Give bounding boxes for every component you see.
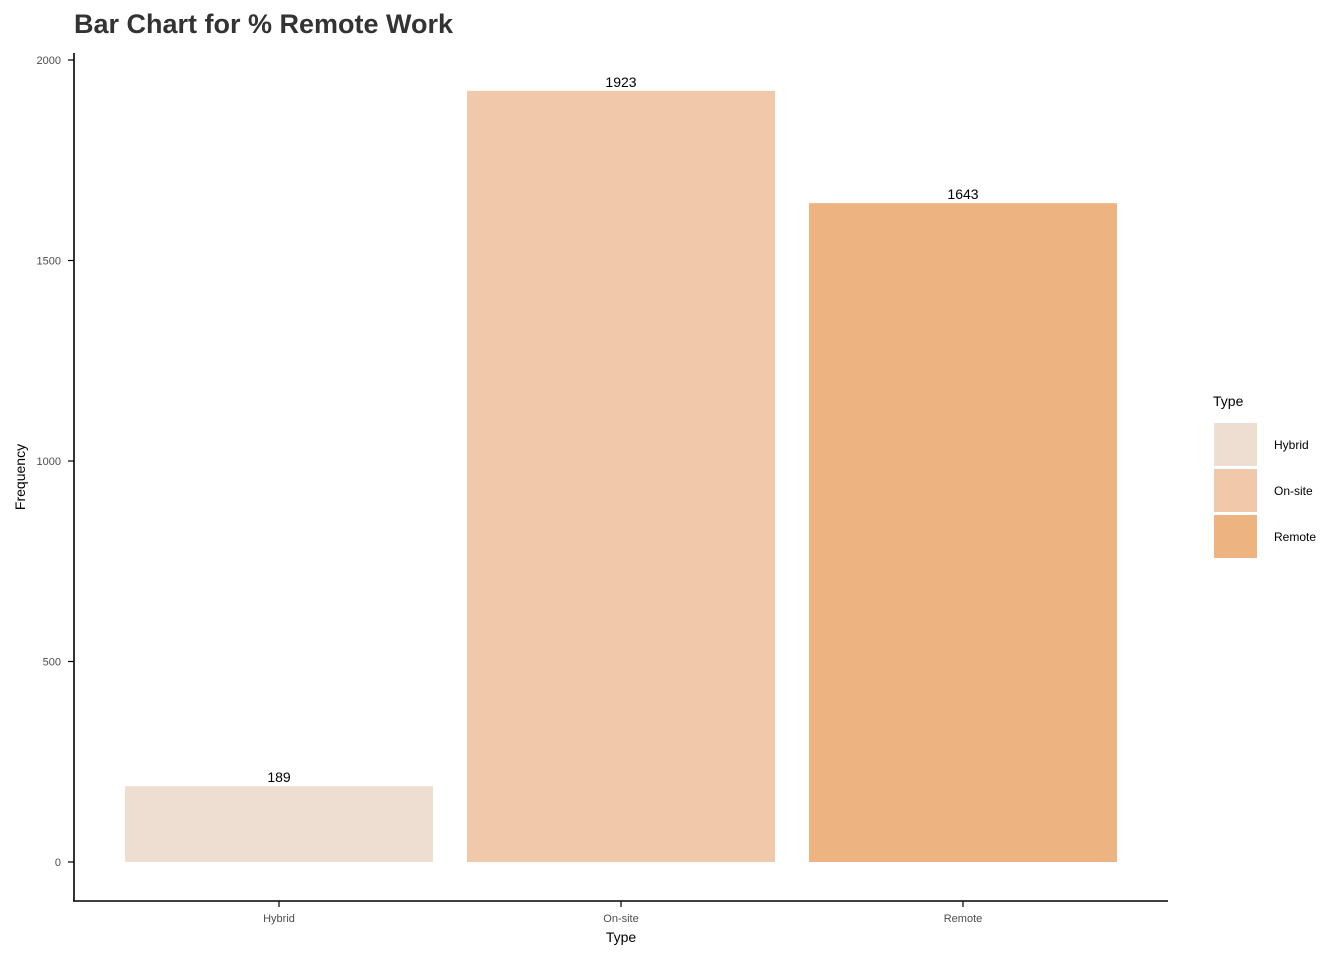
data-labels-layer: 189 1923 1643 [267, 74, 978, 785]
data-label-on-site: 1923 [605, 74, 636, 90]
legend-title: Type [1213, 393, 1244, 409]
x-tick-label-hybrid: Hybrid [263, 913, 295, 925]
chart-title: Bar Chart for % Remote Work [74, 9, 454, 39]
y-tick-label-1000: 1000 [37, 456, 61, 468]
bar-remote [809, 203, 1117, 863]
y-tick-label-500: 500 [43, 657, 61, 669]
y-tick-label-1500: 1500 [37, 256, 61, 268]
legend-label-on-site: On-site [1274, 484, 1313, 498]
x-ticks-layer: Hybrid On-site Remote [263, 901, 982, 925]
legend-label-hybrid: Hybrid [1274, 438, 1309, 452]
x-tick-label-on-site: On-site [603, 913, 638, 925]
legend-items: Hybrid On-site Remote [1214, 423, 1316, 558]
y-tick-label-0: 0 [55, 857, 61, 869]
data-label-remote: 1643 [947, 186, 978, 202]
data-label-hybrid: 189 [267, 769, 291, 785]
x-axis-title: Type [606, 929, 637, 945]
bars-layer [125, 90, 1117, 863]
y-tick-label-2000: 2000 [37, 55, 61, 67]
bar-hybrid [125, 786, 433, 862]
legend-label-remote: Remote [1274, 530, 1316, 544]
y-axis-title: Frequency [12, 444, 28, 510]
legend-swatch-remote [1214, 515, 1257, 558]
legend-swatch-hybrid [1214, 423, 1257, 466]
legend-swatch-on-site [1214, 469, 1257, 512]
legend: Type Hybrid On-site Remote [1213, 393, 1316, 558]
x-tick-label-remote: Remote [944, 913, 983, 925]
bar-on-site [467, 90, 775, 862]
y-ticks-layer: 0 500 1000 1500 2000 [37, 55, 74, 869]
